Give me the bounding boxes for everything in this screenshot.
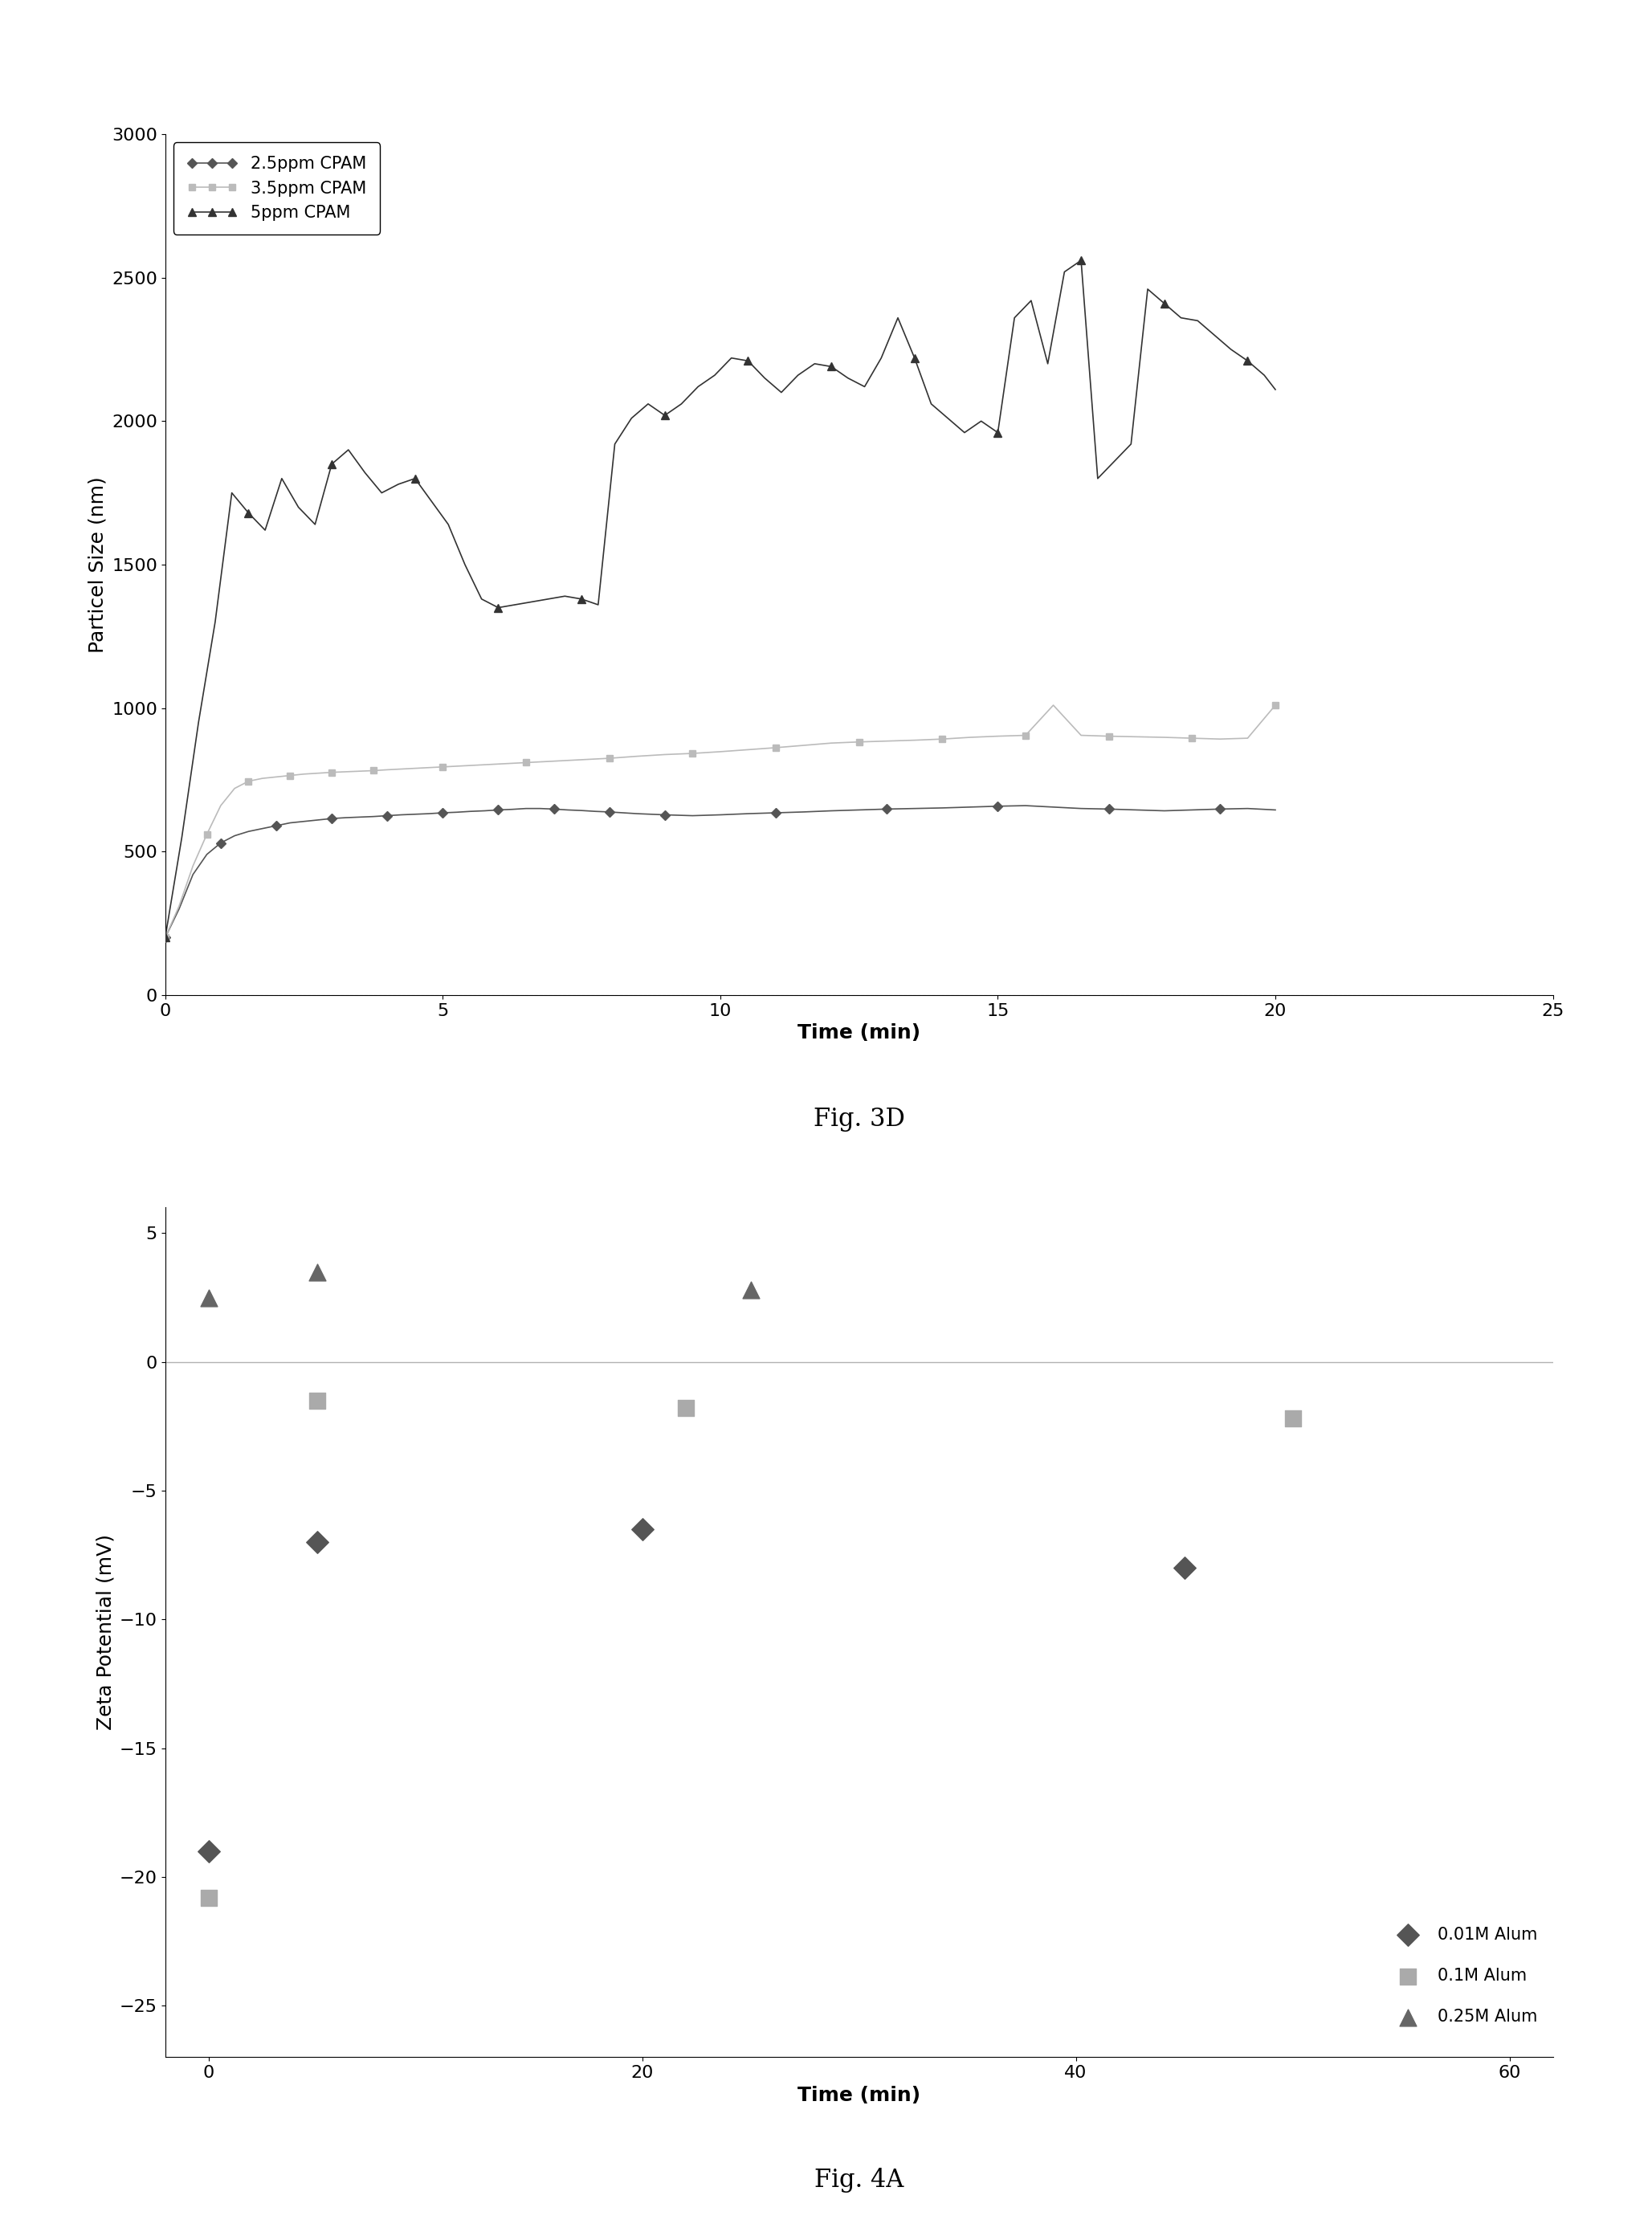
5ppm CPAM (788, 362, 808, 389)
3.5ppm CPAM (1155, 724, 1175, 751)
Text: Fig. 3D: Fig. 3D (813, 1107, 905, 1131)
3.5ppm CPAM (1209, 727, 1229, 754)
3.5ppm CPAM (515, 749, 535, 776)
2.5ppm CPAM (281, 809, 301, 836)
0.1M Alum (195, 1880, 221, 1916)
Line: 2.5ppm CPAM: 2.5ppm CPAM (162, 803, 1279, 941)
3.5ppm CPAM (461, 751, 481, 778)
3.5ppm CPAM (197, 821, 216, 847)
2.5ppm CPAM (821, 798, 841, 825)
3.5ppm CPAM (1016, 722, 1036, 749)
3.5ppm CPAM (654, 740, 674, 767)
3.5ppm CPAM (932, 727, 952, 754)
3.5ppm CPAM (1183, 724, 1203, 751)
0.25M Alum (737, 1272, 763, 1308)
5ppm CPAM (405, 465, 425, 492)
0.25M Alum (195, 1279, 221, 1315)
2.5ppm CPAM (363, 803, 383, 830)
3.5ppm CPAM (489, 751, 509, 778)
3.5ppm CPAM (988, 722, 1008, 749)
3.5ppm CPAM (710, 738, 730, 765)
3.5ppm CPAM (877, 727, 897, 754)
3.5ppm CPAM (377, 756, 396, 783)
0.01M Alum (195, 1834, 221, 1869)
5ppm CPAM (805, 351, 824, 378)
3.5ppm CPAM (1265, 691, 1285, 718)
3.5ppm CPAM (544, 747, 563, 774)
Y-axis label: Particel Size (nm): Particel Size (nm) (88, 476, 107, 653)
3.5ppm CPAM (793, 731, 813, 758)
3.5ppm CPAM (433, 754, 453, 780)
2.5ppm CPAM (572, 796, 591, 823)
3.5ppm CPAM (307, 760, 327, 787)
5ppm CPAM (1070, 246, 1090, 273)
2.5ppm CPAM (1265, 796, 1285, 823)
3.5ppm CPAM (405, 756, 425, 783)
3.5ppm CPAM (155, 923, 175, 950)
3.5ppm CPAM (169, 892, 188, 919)
3.5ppm CPAM (572, 747, 591, 774)
0.1M Alum (672, 1391, 699, 1427)
3.5ppm CPAM (350, 758, 370, 785)
0.01M Alum (629, 1512, 656, 1547)
3.5ppm CPAM (905, 727, 925, 754)
3.5ppm CPAM (628, 742, 648, 769)
3.5ppm CPAM (682, 740, 702, 767)
3.5ppm CPAM (322, 758, 342, 785)
3.5ppm CPAM (281, 762, 301, 789)
3.5ppm CPAM (600, 745, 620, 771)
3.5ppm CPAM (767, 733, 786, 760)
0.01M Alum (1171, 1550, 1198, 1585)
X-axis label: Time (min): Time (min) (798, 1024, 920, 1042)
Line: 5ppm CPAM: 5ppm CPAM (162, 257, 1279, 941)
2.5ppm CPAM (183, 861, 203, 888)
3.5ppm CPAM (183, 852, 203, 879)
3.5ppm CPAM (294, 760, 314, 787)
Legend: 0.01M Alum, 0.1M Alum, 0.25M Alum: 0.01M Alum, 0.1M Alum, 0.25M Alum (1384, 1921, 1545, 2033)
Text: Fig. 4A: Fig. 4A (814, 2167, 904, 2194)
5ppm CPAM (1265, 376, 1285, 402)
3.5ppm CPAM (211, 792, 231, 818)
3.5ppm CPAM (1044, 691, 1064, 718)
3.5ppm CPAM (335, 758, 355, 785)
2.5ppm CPAM (155, 923, 175, 950)
0.1M Alum (1279, 1400, 1305, 1436)
Y-axis label: Zeta Potential (mV): Zeta Potential (mV) (96, 1534, 116, 1731)
3.5ppm CPAM (849, 729, 869, 756)
2.5ppm CPAM (238, 818, 258, 845)
3.5ppm CPAM (253, 765, 273, 792)
X-axis label: Time (min): Time (min) (798, 2086, 920, 2104)
3.5ppm CPAM (1237, 724, 1257, 751)
3.5ppm CPAM (363, 758, 383, 785)
3.5ppm CPAM (960, 724, 980, 751)
Legend: 2.5ppm CPAM, 3.5ppm CPAM, 5ppm CPAM: 2.5ppm CPAM, 3.5ppm CPAM, 5ppm CPAM (173, 143, 380, 235)
0.1M Alum (304, 1382, 330, 1418)
3.5ppm CPAM (1127, 724, 1146, 751)
0.01M Alum (304, 1525, 330, 1561)
3.5ppm CPAM (238, 767, 258, 794)
5ppm CPAM (1171, 304, 1191, 331)
5ppm CPAM (421, 487, 441, 514)
0.25M Alum (304, 1254, 330, 1290)
3.5ppm CPAM (225, 776, 244, 803)
Line: 3.5ppm CPAM: 3.5ppm CPAM (162, 702, 1279, 941)
3.5ppm CPAM (266, 762, 286, 789)
3.5ppm CPAM (1099, 722, 1118, 749)
3.5ppm CPAM (738, 736, 758, 762)
2.5ppm CPAM (1016, 792, 1036, 818)
3.5ppm CPAM (821, 729, 841, 756)
3.5ppm CPAM (1070, 722, 1090, 749)
5ppm CPAM (155, 923, 175, 950)
5ppm CPAM (621, 405, 641, 432)
